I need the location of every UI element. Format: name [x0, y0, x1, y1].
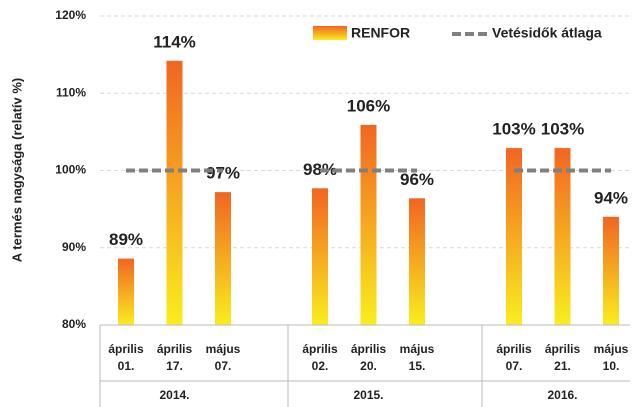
x-tick-label: 01. — [118, 359, 135, 373]
x-tick-label: április — [545, 342, 581, 356]
bar — [409, 198, 425, 325]
legend-label: Vetésidők átlaga — [492, 25, 602, 41]
x-tick-label: 07. — [215, 359, 232, 373]
bar — [603, 216, 619, 325]
x-tick-label: április — [302, 342, 338, 356]
y-tick-label: 80% — [62, 317, 86, 331]
y-tick-label: 100% — [55, 163, 86, 177]
x-tick-label: május — [594, 342, 629, 356]
x-tick-label: április — [108, 342, 144, 356]
bar — [360, 124, 377, 325]
x-tick-label: 07. — [506, 359, 523, 373]
bar — [166, 60, 183, 326]
value-label: 97% — [206, 164, 240, 183]
x-tick-label: április — [496, 342, 532, 356]
y-tick-label: 110% — [56, 85, 86, 99]
bar — [118, 258, 134, 325]
group-label: 2015. — [353, 388, 383, 402]
group-label: 2014. — [159, 388, 189, 402]
x-tick-label: május — [400, 342, 435, 356]
value-label: 103% — [492, 120, 535, 139]
bar — [554, 148, 571, 325]
value-label: 103% — [541, 120, 584, 139]
value-label: 106% — [347, 96, 390, 115]
x-tick-label: 17. — [166, 359, 183, 373]
x-tick-label: 20. — [360, 359, 377, 373]
bar — [312, 188, 328, 325]
legend-label: RENFOR — [351, 25, 410, 41]
value-label: 94% — [594, 188, 628, 207]
bar — [215, 192, 231, 325]
x-tick-label: 10. — [603, 359, 620, 373]
y-tick-label: 90% — [62, 240, 86, 254]
value-label: 114% — [153, 32, 196, 51]
group-label: 2016. — [547, 388, 577, 402]
x-tick-label: 21. — [554, 359, 571, 373]
y-axis-label: A termés nagysága (relatív %) — [9, 78, 24, 262]
x-tick-label: április — [157, 342, 193, 356]
x-tick-label: április — [351, 342, 387, 356]
value-label: 89% — [109, 230, 143, 249]
x-tick-label: május — [206, 342, 241, 356]
y-tick-label: 120% — [55, 8, 86, 22]
x-tick-label: 02. — [312, 359, 329, 373]
legend-swatch — [313, 26, 347, 40]
bar — [506, 148, 522, 325]
x-tick-label: 15. — [409, 359, 426, 373]
value-label: 96% — [400, 170, 434, 189]
